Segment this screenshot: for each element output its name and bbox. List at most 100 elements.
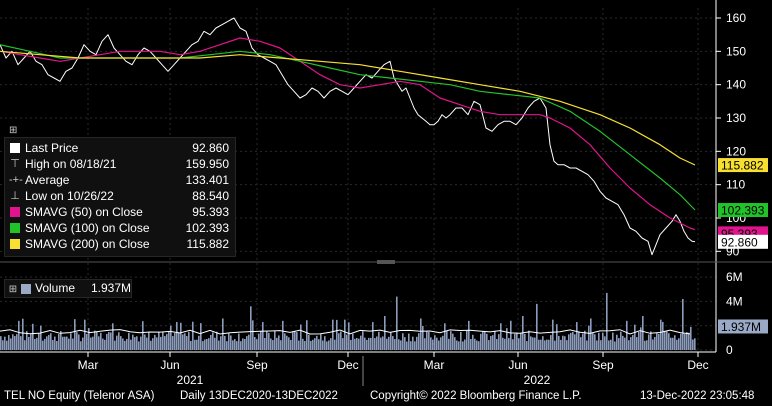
volume-bar <box>244 338 246 350</box>
volume-bar <box>44 338 46 350</box>
volume-bar <box>208 338 210 350</box>
volume-bar <box>418 333 420 350</box>
volume-bar <box>622 335 624 350</box>
volume-bar <box>388 336 390 350</box>
volume-bar <box>412 336 414 350</box>
volume-bar <box>176 321 178 350</box>
volume-bar <box>98 336 100 350</box>
volume-bar <box>120 336 122 350</box>
volume-bar <box>642 316 644 350</box>
volume-bar <box>372 322 374 350</box>
volume-bar <box>452 333 454 350</box>
volume-bar <box>264 337 266 350</box>
volume-bar <box>124 340 126 350</box>
legend-value: 92.860 <box>192 141 229 155</box>
volume-bar <box>268 332 270 350</box>
volume-bar <box>38 333 40 350</box>
volume-bar <box>590 318 592 350</box>
legend-toggle-icon[interactable]: ⊞ <box>9 125 18 136</box>
volume-bar <box>686 332 688 350</box>
volume-bar <box>396 296 398 350</box>
volume-bar <box>240 341 242 350</box>
volume-bar <box>248 334 250 350</box>
volume-bar <box>0 336 2 350</box>
volume-bar <box>28 336 30 350</box>
volume-bar <box>352 333 354 350</box>
volume-bar <box>250 306 252 350</box>
volume-bar <box>50 333 52 350</box>
volume-bar <box>14 336 16 350</box>
legend-swatch-sma50 <box>10 207 20 217</box>
volume-bar <box>52 340 54 350</box>
volume-bar <box>572 331 574 350</box>
volume-bar <box>196 339 198 350</box>
volume-bar <box>472 334 474 350</box>
volume-bar <box>448 338 450 350</box>
volume-bar <box>422 325 424 350</box>
volume-bar <box>312 339 314 350</box>
volume-bar <box>254 336 256 350</box>
volume-bar <box>692 339 694 350</box>
volume-bar <box>82 337 84 350</box>
legend-value: 115.882 <box>186 237 230 251</box>
volume-bar <box>188 331 190 350</box>
legend-value: 159.950 <box>185 157 229 171</box>
volume-bar <box>584 330 586 350</box>
year-label: 2021 <box>177 373 204 387</box>
volume-bar <box>484 331 486 350</box>
volume-bar <box>216 331 218 350</box>
volume-bar <box>518 338 520 350</box>
volume-bar <box>670 337 672 350</box>
volume-bar <box>576 322 578 350</box>
volume-bar <box>166 334 168 350</box>
volume-bar <box>364 337 366 350</box>
volume-bar <box>192 321 194 350</box>
volume-bar <box>22 318 24 350</box>
volume-bar <box>620 331 622 350</box>
volume-bar <box>204 339 206 350</box>
volume-bar <box>436 337 438 350</box>
volume-tick-label: 6M <box>726 270 743 284</box>
volume-bar <box>650 331 652 350</box>
volume-bar <box>344 319 346 350</box>
footer-ticker: TEL NO Equity (Telenor ASA) <box>4 390 155 402</box>
volume-bar <box>6 340 8 350</box>
month-label: Sep <box>246 358 268 372</box>
month-label: Mar <box>78 358 99 372</box>
volume-bar <box>402 333 404 350</box>
volume-bar <box>530 336 532 350</box>
volume-bar <box>164 336 166 350</box>
volume-bar <box>362 331 364 350</box>
volume-bar <box>110 332 112 350</box>
volume-bar <box>658 333 660 350</box>
volume-bar <box>470 339 472 350</box>
volume-bar <box>404 337 406 350</box>
legend-row-sma100: SMAVG (100) on Close 102.393 <box>5 221 235 235</box>
volume-bar <box>84 319 86 350</box>
volume-bar <box>68 338 70 350</box>
high-marker-icon: ⊤ <box>10 158 20 170</box>
volume-bar <box>552 319 554 350</box>
volume-bar <box>534 337 536 350</box>
volume-bar <box>146 337 148 350</box>
volume-bar <box>184 333 186 350</box>
legend-value: 88.540 <box>192 189 229 203</box>
volume-bar <box>354 338 356 350</box>
volume-bar <box>638 331 640 350</box>
volume-bar <box>316 335 318 350</box>
legend-row-sma200: SMAVG (200) on Close 115.882 <box>5 237 235 251</box>
volume-bar <box>158 331 160 350</box>
volume-bar <box>180 322 182 350</box>
volume-bar <box>378 331 380 350</box>
price-tick-label: 140 <box>726 78 746 92</box>
volume-bar <box>66 336 68 350</box>
volume-bar <box>496 338 498 350</box>
volume-bar <box>40 325 42 350</box>
volume-bar <box>86 334 88 350</box>
volume-bar <box>128 332 130 350</box>
volume-bar <box>42 340 44 350</box>
volume-toggle-icon[interactable]: ⊞ <box>8 284 18 295</box>
volume-bar <box>562 335 564 350</box>
price-series <box>0 17 696 256</box>
